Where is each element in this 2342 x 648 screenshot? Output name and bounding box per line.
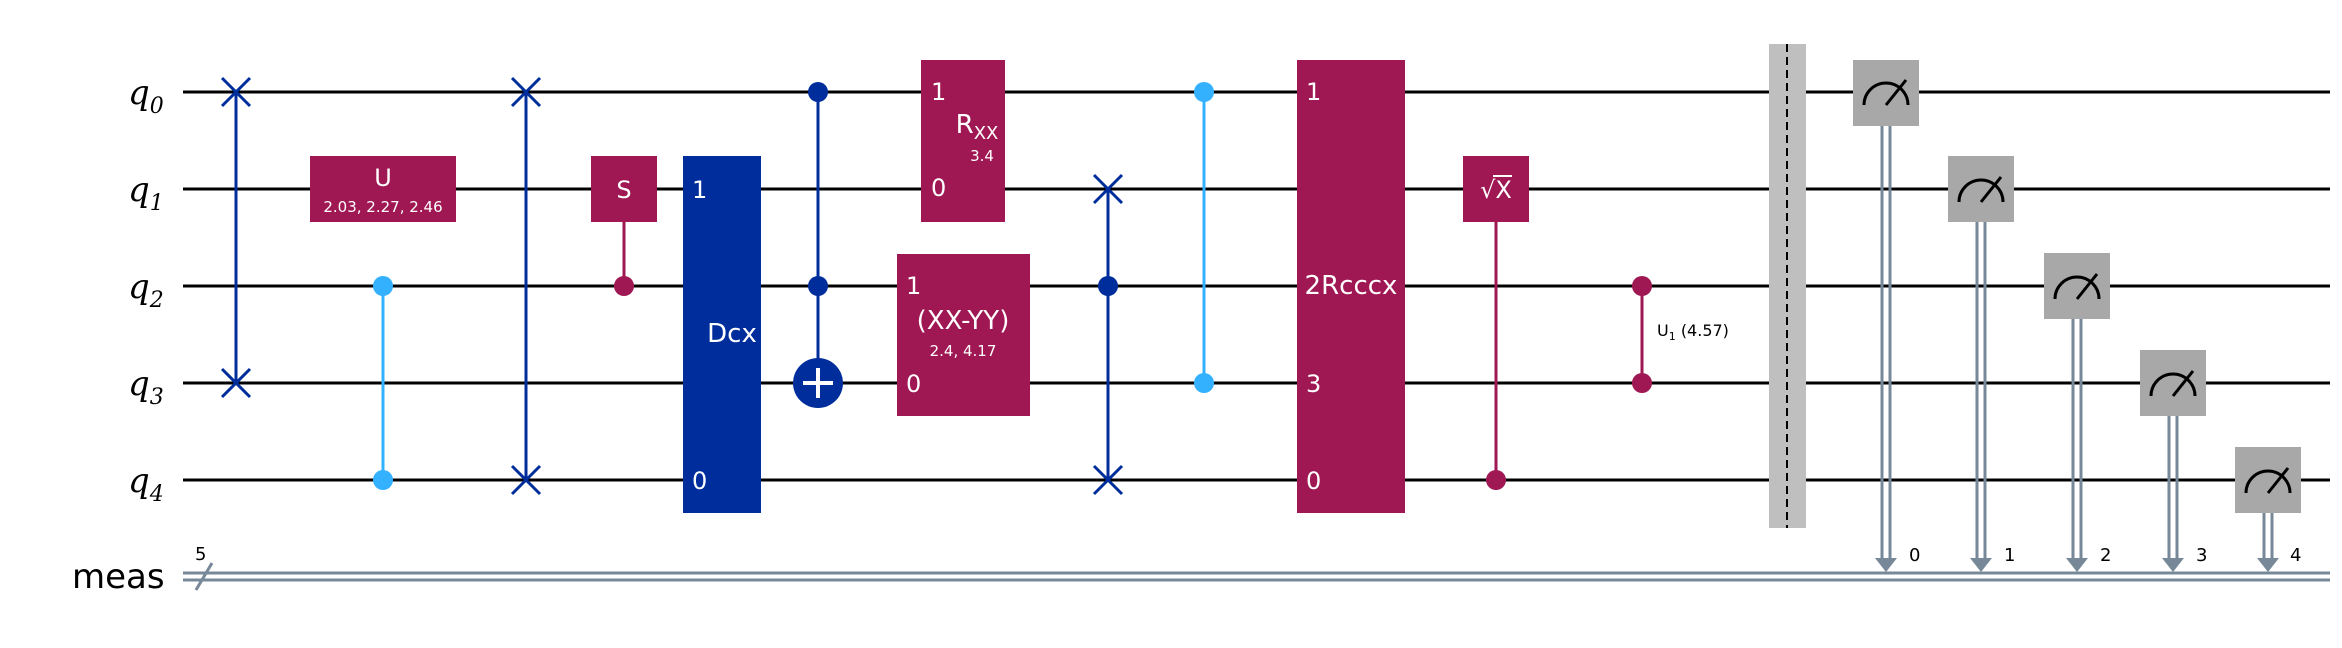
control-dot	[1194, 82, 1214, 102]
dcx-pin-0: 0	[692, 467, 707, 495]
cswap-gate	[1094, 175, 1122, 494]
cu1-gate: U1 (4.57)	[1632, 276, 1729, 393]
rcccx-pin-0: 0	[1306, 467, 1321, 495]
xx-minus-yy-gate: 1 (XX-YY) 2.4, 4.17 0	[897, 254, 1030, 416]
u-gate-label: U	[374, 164, 392, 192]
quantum-wires	[183, 92, 2330, 480]
measure-q3: 3	[2140, 350, 2207, 572]
meas-bit-1: 1	[2004, 545, 2015, 566]
xxyy-pin-1: 1	[906, 272, 921, 300]
label-q3: q3	[128, 364, 164, 410]
register-size: 5	[195, 544, 206, 565]
control-dot	[373, 470, 393, 490]
rxx-pin-0: 0	[931, 174, 946, 202]
controlled-sx-gate: √X	[1463, 156, 1529, 490]
cu1-label: U1 (4.57)	[1657, 321, 1729, 343]
label-q0: q0	[128, 73, 164, 119]
ccx-gate	[793, 82, 843, 408]
label-q2: q2	[128, 267, 164, 313]
swap-gate-q0-q3	[222, 78, 250, 397]
label-q4: q4	[128, 461, 164, 507]
meas-bit-4: 4	[2290, 545, 2301, 566]
control-dot	[1486, 470, 1506, 490]
dcx-label: Dcx	[707, 319, 757, 349]
label-meas: meas	[72, 557, 165, 597]
label-q1: q1	[128, 170, 164, 216]
control-dot	[808, 82, 828, 102]
u-gate-params: 2.03, 2.27, 2.46	[323, 198, 442, 216]
cz-gate-q0-q3	[1194, 82, 1214, 393]
meas-bit-3: 3	[2196, 545, 2207, 566]
cnot-target-icon	[793, 358, 843, 408]
xxyy-label: (XX-YY)	[917, 306, 1010, 336]
xxyy-params: 2.4, 4.17	[930, 342, 997, 360]
rxx-gate: 1 RXX 3.4 0	[921, 60, 1005, 222]
dcx-gate: 1 Dcx 0	[683, 156, 761, 513]
measure-q2: 2	[2044, 253, 2111, 572]
rcccx-label: 2Rcccx	[1305, 271, 1398, 301]
control-dot	[1098, 276, 1118, 296]
controlled-s-gate: S	[591, 156, 657, 296]
dcx-pin-1: 1	[692, 176, 707, 204]
control-dot	[808, 276, 828, 296]
s-gate-label: S	[616, 176, 631, 204]
measure-q1: 1	[1948, 156, 2015, 572]
register-slash	[196, 563, 212, 590]
control-dot	[614, 276, 634, 296]
measure-q4: 4	[2235, 447, 2301, 572]
measure-q0: 0	[1853, 60, 1920, 572]
rcccx-pin-1: 1	[1306, 78, 1321, 106]
measurements: 0 1 2	[1853, 60, 2301, 572]
control-dot	[1632, 373, 1652, 393]
xxyy-pin-0: 0	[906, 370, 921, 398]
sx-gate-label: √X	[1480, 176, 1512, 204]
barrier	[1769, 44, 1806, 528]
u-gate: U 2.03, 2.27, 2.46	[310, 156, 456, 222]
qubit-labels: q0 q1 q2 q3 q4 meas	[72, 73, 165, 597]
control-dot	[1194, 373, 1214, 393]
meas-bit-0: 0	[1909, 545, 1920, 566]
rxx-param: 3.4	[970, 147, 994, 165]
rcccx-gate: 1 2Rcccx 3 0	[1297, 60, 1405, 513]
meas-bit-2: 2	[2100, 545, 2111, 566]
control-dot	[1632, 276, 1652, 296]
control-dot	[373, 276, 393, 296]
rcccx-pin-3: 3	[1306, 370, 1321, 398]
rxx-pin-1: 1	[931, 78, 946, 106]
